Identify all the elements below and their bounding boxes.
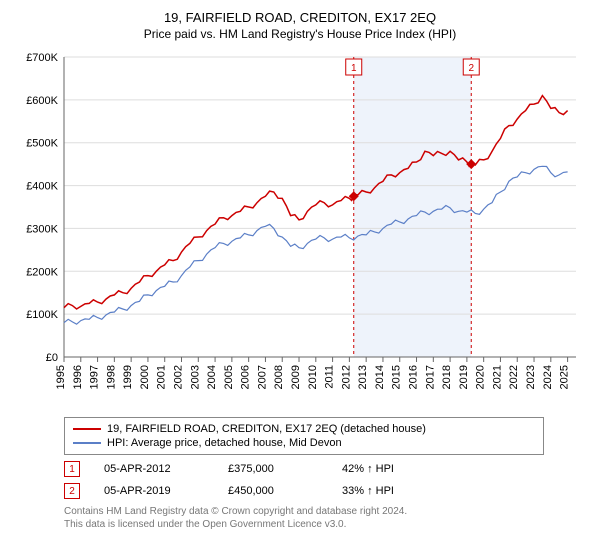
svg-text:2024: 2024 bbox=[542, 365, 554, 389]
chart-plot-area: £0 £100K £200K £300K £400K £500K £600K £700K 199… bbox=[12, 49, 588, 409]
svg-text:2006: 2006 bbox=[240, 365, 252, 389]
svg-text:1: 1 bbox=[351, 63, 357, 74]
svg-text:2009: 2009 bbox=[290, 365, 302, 389]
svg-text:2025: 2025 bbox=[559, 365, 571, 389]
svg-text:2003: 2003 bbox=[189, 365, 201, 389]
svg-text:2: 2 bbox=[468, 63, 474, 74]
legend-label: 19, FAIRFIELD ROAD, CREDITON, EX17 2EQ (… bbox=[107, 423, 426, 435]
svg-text:1999: 1999 bbox=[122, 365, 134, 389]
marker-badge: 2 bbox=[64, 483, 80, 499]
legend-swatch bbox=[73, 428, 101, 430]
svg-text:1998: 1998 bbox=[105, 365, 117, 389]
svg-text:2019: 2019 bbox=[458, 365, 470, 389]
svg-text:1997: 1997 bbox=[89, 365, 101, 389]
svg-text:2008: 2008 bbox=[273, 365, 285, 389]
svg-text:2022: 2022 bbox=[508, 365, 520, 389]
svg-text:1995: 1995 bbox=[55, 365, 67, 389]
marker-date: 05-APR-2019 bbox=[104, 485, 204, 497]
marker-diff: 42% ↑ HPI bbox=[342, 463, 432, 475]
chart-svg: £0 £100K £200K £300K £400K £500K £600K £700K 199… bbox=[12, 49, 588, 409]
svg-text:2005: 2005 bbox=[223, 365, 235, 389]
svg-text:£400K: £400K bbox=[26, 181, 58, 193]
svg-text:2004: 2004 bbox=[206, 365, 218, 389]
chart-subtitle: Price paid vs. HM Land Registry's House … bbox=[12, 27, 588, 41]
marker-info-row: 1 05-APR-2012 £375,000 42% ↑ HPI bbox=[64, 461, 588, 477]
svg-text:2017: 2017 bbox=[424, 365, 436, 389]
legend-swatch bbox=[73, 442, 101, 444]
legend-item: 19, FAIRFIELD ROAD, CREDITON, EX17 2EQ (… bbox=[73, 422, 535, 436]
svg-text:£300K: £300K bbox=[26, 223, 58, 235]
svg-text:£700K: £700K bbox=[26, 52, 58, 64]
chart-container: 19, FAIRFIELD ROAD, CREDITON, EX17 2EQ P… bbox=[0, 0, 600, 539]
legend-item: HPI: Average price, detached house, Mid … bbox=[73, 436, 535, 450]
svg-text:2016: 2016 bbox=[408, 365, 420, 389]
svg-text:2023: 2023 bbox=[525, 365, 537, 389]
svg-text:2013: 2013 bbox=[357, 365, 369, 389]
svg-text:2014: 2014 bbox=[374, 365, 386, 389]
svg-text:2021: 2021 bbox=[491, 365, 503, 389]
footer-line: This data is licensed under the Open Gov… bbox=[64, 518, 588, 531]
legend-box: 19, FAIRFIELD ROAD, CREDITON, EX17 2EQ (… bbox=[64, 417, 544, 455]
svg-text:£100K: £100K bbox=[26, 309, 58, 321]
svg-text:1996: 1996 bbox=[72, 365, 84, 389]
svg-text:£500K: £500K bbox=[26, 138, 58, 150]
svg-text:2015: 2015 bbox=[391, 365, 403, 389]
marker-diff: 33% ↑ HPI bbox=[342, 485, 432, 497]
marker-price: £450,000 bbox=[228, 485, 318, 497]
svg-text:2001: 2001 bbox=[156, 365, 168, 389]
marker-date: 05-APR-2012 bbox=[104, 463, 204, 475]
svg-text:2002: 2002 bbox=[173, 365, 185, 389]
svg-text:2012: 2012 bbox=[340, 365, 352, 389]
legend-label: HPI: Average price, detached house, Mid … bbox=[107, 437, 342, 449]
footer-attribution: Contains HM Land Registry data © Crown c… bbox=[64, 505, 588, 531]
marker-badge: 1 bbox=[64, 461, 80, 477]
svg-text:2018: 2018 bbox=[441, 365, 453, 389]
svg-text:£0: £0 bbox=[46, 352, 58, 364]
svg-text:£200K: £200K bbox=[26, 266, 58, 278]
svg-text:2020: 2020 bbox=[475, 365, 487, 389]
svg-text:2010: 2010 bbox=[307, 365, 319, 389]
svg-text:£600K: £600K bbox=[26, 95, 58, 107]
svg-text:2011: 2011 bbox=[324, 365, 336, 389]
chart-title: 19, FAIRFIELD ROAD, CREDITON, EX17 2EQ bbox=[12, 10, 588, 25]
footer-line: Contains HM Land Registry data © Crown c… bbox=[64, 505, 588, 518]
marker-price: £375,000 bbox=[228, 463, 318, 475]
marker-info-row: 2 05-APR-2019 £450,000 33% ↑ HPI bbox=[64, 483, 588, 499]
svg-text:2007: 2007 bbox=[256, 365, 268, 389]
svg-text:2000: 2000 bbox=[139, 365, 151, 389]
